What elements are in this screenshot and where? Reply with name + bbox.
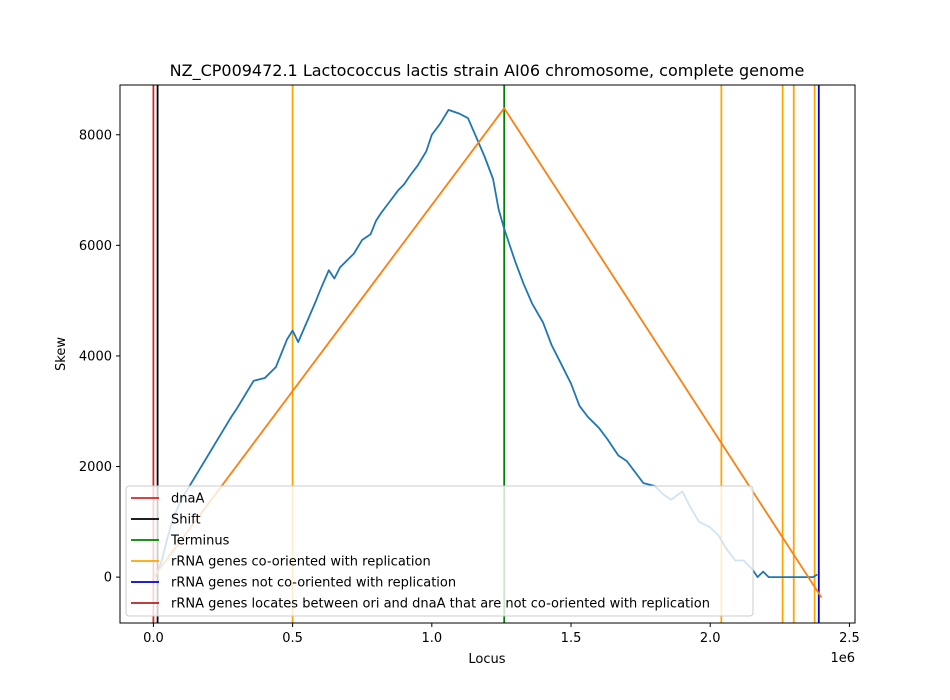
- x-tick-label: 0.0: [143, 631, 164, 646]
- axes-frame: [119, 84, 856, 624]
- legend-label-dnaA: dnaA: [171, 492, 204, 507]
- y-tick-label: 2000: [79, 460, 112, 475]
- x-axis-offset-label: 1e6: [830, 651, 855, 666]
- x-axis-label: Locus: [468, 652, 505, 667]
- y-tick-label: 6000: [79, 239, 112, 254]
- series-line-fit: [152, 107, 823, 599]
- x-tick-label: 1.5: [561, 631, 582, 646]
- y-tick-label: 4000: [79, 349, 112, 364]
- legend-label-rrna_not_co: rRNA genes not co-oriented with replicat…: [171, 576, 456, 591]
- chart-title: NZ_CP009472.1 Lactococcus lactis strain …: [170, 61, 805, 81]
- x-tick-label: 2.0: [700, 631, 721, 646]
- y-tick-label: 0: [104, 571, 112, 586]
- legend-label-rrna_between: rRNA genes locates between ori and dnaA …: [171, 597, 710, 612]
- y-axis-label: Skew: [54, 337, 69, 371]
- legend: dnaA Shift Terminus rRNA genes co-oriented …: [125, 485, 754, 617]
- x-tick-label: 1.0: [421, 631, 442, 646]
- x-tick-label: 2.5: [839, 631, 860, 646]
- legend-label-rrna_co: rRNA genes co-oriented with replication: [171, 555, 431, 570]
- legend-box: [125, 485, 754, 617]
- x-tick-label: 0.5: [282, 631, 303, 646]
- axes: 0.0 0.5 1.0 1.5 2.0 2.5 0 2000 4000 6000 8000: [79, 84, 860, 646]
- y-tick-label: 8000: [79, 128, 112, 143]
- legend-label-shift: Shift: [171, 513, 201, 528]
- legend-label-terminus: Terminus: [170, 534, 230, 549]
